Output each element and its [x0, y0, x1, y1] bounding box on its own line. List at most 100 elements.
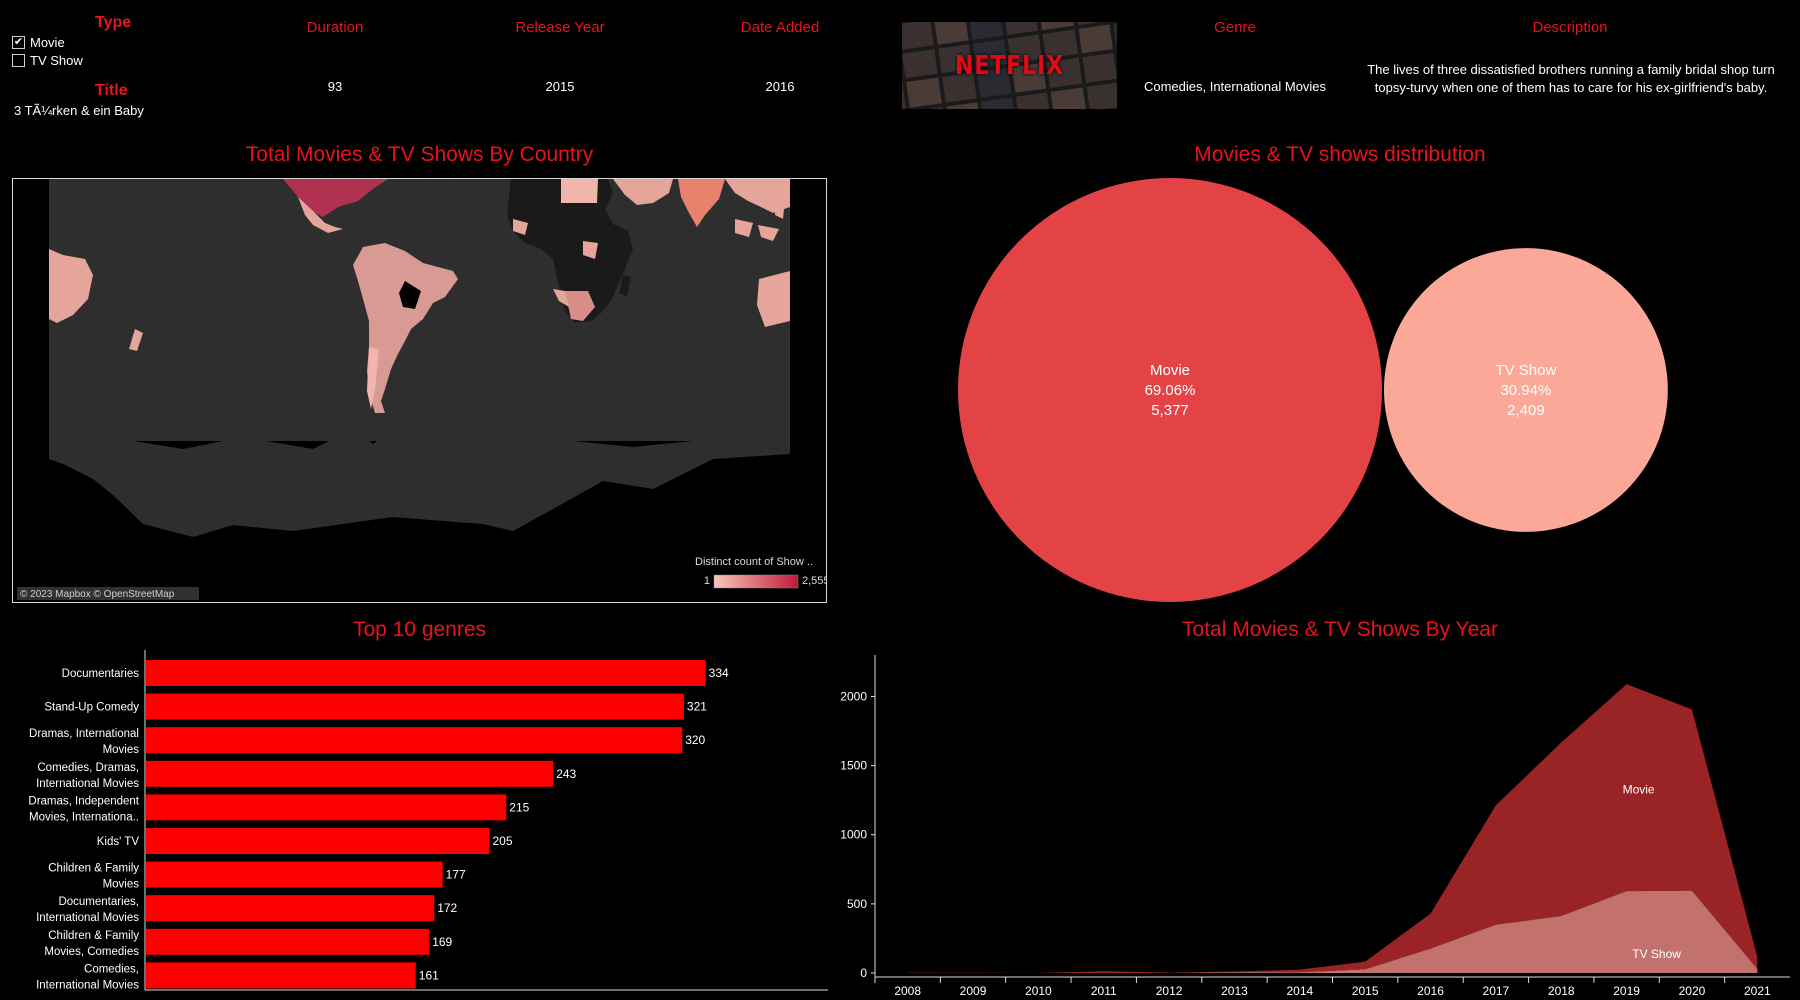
- area-x-tick-label: 2011: [1091, 984, 1117, 998]
- genre-bar-value: 243: [556, 767, 576, 781]
- genre-bar[interactable]: [146, 861, 443, 888]
- area-x-tick-label: 2008: [894, 984, 921, 998]
- genre-bar[interactable]: [146, 727, 683, 754]
- map-philippines[interactable]: [775, 197, 785, 219]
- genre-bar-row[interactable]: 215 Dramas, Independent Movies, Internatio…: [28, 794, 530, 823]
- map-left-margin: [13, 179, 49, 602]
- bubble-tv-show[interactable]: TV Show 30.94% 2,409: [1384, 248, 1668, 532]
- area-x-tick-label: 2016: [1417, 984, 1444, 998]
- area-series-tv-show[interactable]: [907, 890, 1758, 973]
- map-brazil[interactable]: [353, 243, 458, 413]
- genre-bar[interactable]: [146, 660, 706, 686]
- genre-bar-row[interactable]: 243 Comedies, Dramas, International Movies: [36, 760, 577, 790]
- date-added-value: 2016: [765, 79, 795, 94]
- map-malaysia[interactable]: [735, 219, 753, 237]
- genre-bar-row[interactable]: 334 Documentaries: [62, 660, 729, 686]
- bubble-label-movie: Movie: [1150, 362, 1190, 379]
- bubble-movie[interactable]: Movie 69.06% 5,377: [958, 178, 1382, 602]
- map-mexico[interactable]: [298, 197, 343, 233]
- year-title: Total Movies & TV Shows By Year: [1182, 618, 1498, 641]
- area-x-tick-label: 2015: [1352, 984, 1379, 998]
- genre-bar-label: Documentaries: [62, 668, 140, 680]
- area-x-tick-label: 2013: [1221, 984, 1248, 998]
- map-indonesia[interactable]: [758, 225, 779, 241]
- map-attribution-bg: [17, 587, 199, 600]
- type-option-movie[interactable]: ✔ Movie: [12, 33, 83, 51]
- genre-bar-label: Movies, Internationa..: [29, 811, 139, 823]
- area-label-movie: Movie: [1623, 782, 1655, 796]
- genre-bar-row[interactable]: 161 Comedies, International Movies: [36, 962, 439, 991]
- netflix-logo: NETFLIX: [954, 50, 1065, 81]
- type-option-movie-label: Movie: [30, 34, 65, 50]
- title-label: Title: [95, 82, 128, 99]
- bubble-circle-movie[interactable]: [958, 178, 1382, 602]
- genre-bar-row[interactable]: 321 Stand-Up Comedy: [44, 693, 707, 720]
- duration-value: 93: [327, 79, 343, 94]
- area-x-tick-label: 2020: [1679, 984, 1706, 998]
- map-nigeria[interactable]: [513, 219, 528, 235]
- map-legend-max: 2,555: [802, 575, 826, 587]
- genre-bar[interactable]: [146, 928, 430, 955]
- type-option-tv-show-label: TV Show: [30, 52, 83, 68]
- type-filter: ✔ Movie TV Show: [12, 33, 83, 69]
- genre-bar[interactable]: [146, 828, 490, 854]
- type-option-tv-show[interactable]: TV Show: [12, 51, 83, 69]
- area-x-tick-label: 2018: [1548, 984, 1575, 998]
- area-y-tick-label: 500: [847, 897, 867, 911]
- map-chile[interactable]: [367, 347, 379, 409]
- top-genres-bar-chart: 334 Documentaries 321 Stand-Up Comedy 320 Dra…: [28, 650, 828, 991]
- area-x-tick-label: 2009: [960, 984, 987, 998]
- area-series-movie[interactable]: [907, 684, 1758, 973]
- genre-bar[interactable]: [146, 760, 554, 787]
- genre-bar[interactable]: [146, 895, 435, 922]
- area-y-tick-label: 2000: [840, 689, 867, 703]
- genre-bar-label: International Movies: [36, 778, 139, 790]
- checkbox-tv-show[interactable]: [12, 53, 25, 67]
- bubble-circle-tv-show[interactable]: [1384, 248, 1668, 532]
- genre-bar-row[interactable]: 320 Dramas, International Movies: [29, 727, 706, 756]
- description-label: Description: [1532, 19, 1608, 36]
- genre-bar[interactable]: [146, 962, 416, 989]
- map-kenya[interactable]: [583, 241, 598, 259]
- map-south-africa[interactable]: [565, 291, 595, 321]
- map-australia-east[interactable]: [757, 271, 790, 327]
- genre-bar-value: 169: [432, 935, 452, 949]
- map-central-america: [343, 229, 365, 245]
- area-y-tick-label: 1000: [840, 828, 867, 842]
- map-saudi-arabia[interactable]: [613, 179, 673, 205]
- genre-bar-value: 320: [685, 733, 705, 747]
- map-legend-gradient: [713, 574, 799, 589]
- duration-label: Duration: [306, 19, 364, 36]
- distribution-bubble-chart: Movie 69.06% 5,377 TV Show 30.94% 2,409: [958, 178, 1668, 602]
- genre-bar-row[interactable]: 205 Kids' TV: [97, 828, 513, 854]
- map-australia-wrap-left: [721, 283, 739, 307]
- genre-bar-label: International Movies: [36, 979, 139, 991]
- map-east-asia[interactable]: [725, 179, 790, 213]
- area-y-tick-label: 0: [860, 966, 867, 980]
- area-x-tick-label: 2017: [1483, 984, 1510, 998]
- genre-bar-label: Comedies, Dramas,: [37, 762, 139, 774]
- map-australia[interactable]: [49, 249, 93, 323]
- genre-bar[interactable]: [146, 794, 507, 821]
- map-egypt[interactable]: [561, 179, 598, 203]
- genre-bar-row[interactable]: 172 Documentaries, International Movies: [36, 895, 458, 924]
- genre-bar-row[interactable]: 177 Children & Family Movies: [48, 861, 466, 891]
- map-madagascar: [619, 275, 631, 297]
- genre-bar-label: Children & Family: [48, 930, 139, 942]
- genre-bar-row[interactable]: 169 Children & Family Movies, Comedies: [44, 928, 453, 958]
- genre-bar-value: 205: [493, 834, 513, 848]
- country-map[interactable]: Distinct count of Show .. 1 2,555 © 2023…: [12, 178, 827, 603]
- checkbox-movie[interactable]: ✔: [12, 35, 25, 49]
- map-attribution[interactable]: © 2023 Mapbox © OpenStreetMap: [20, 589, 175, 600]
- map-new-zealand[interactable]: [129, 329, 143, 351]
- map-india[interactable]: [678, 179, 725, 227]
- type-filter-label: Type: [95, 14, 132, 31]
- genre-label: Genre: [1214, 19, 1256, 36]
- map-right-margin: [790, 179, 826, 602]
- map-namibia[interactable]: [553, 289, 569, 307]
- genre-bar-label: Movies: [103, 744, 140, 756]
- netflix-logo-image: NETFLIX: [902, 22, 1117, 109]
- area-y-tick-label: 1500: [840, 759, 867, 773]
- genre-bar[interactable]: [146, 693, 684, 720]
- area-x-tick-label: 2014: [1286, 984, 1313, 998]
